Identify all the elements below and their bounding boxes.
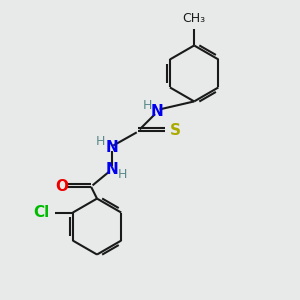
Text: N: N bbox=[105, 162, 118, 177]
Text: N: N bbox=[105, 140, 118, 154]
Text: CH₃: CH₃ bbox=[183, 13, 206, 26]
Text: H: H bbox=[118, 168, 128, 181]
Text: S: S bbox=[170, 123, 181, 138]
Text: H: H bbox=[142, 99, 152, 112]
Text: Cl: Cl bbox=[33, 205, 49, 220]
Text: H: H bbox=[96, 135, 105, 148]
Text: O: O bbox=[55, 179, 68, 194]
Text: N: N bbox=[151, 104, 164, 119]
